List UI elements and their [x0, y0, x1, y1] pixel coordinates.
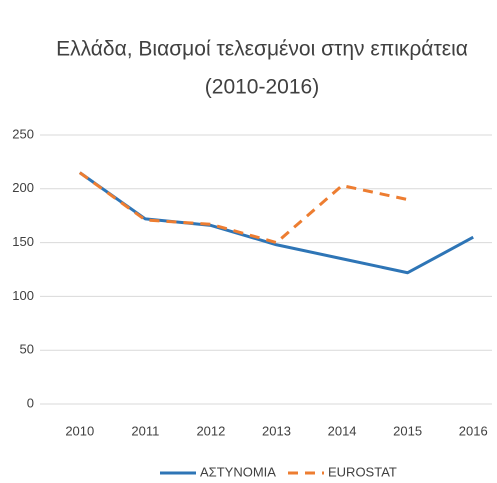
y-tick-label: 0: [27, 395, 34, 410]
line-series: [78, 171, 408, 245]
x-tick-label: 2010: [65, 423, 94, 438]
x-tick-label: 2013: [262, 423, 291, 438]
y-tick-label: 250: [12, 126, 34, 141]
y-tick-label: 150: [12, 234, 34, 249]
y-tick-label: 100: [12, 288, 34, 303]
chart-title: Ελλάδα, Βιασμοί τελεσμένοι στην επικράτε…: [56, 38, 468, 61]
y-tick-label: 50: [20, 342, 34, 357]
x-tick-label: 2012: [196, 423, 225, 438]
line-series: [78, 171, 474, 275]
y-tick-label: 200: [12, 180, 34, 195]
x-tick-label: 2015: [393, 423, 422, 438]
x-tick-label: 2014: [328, 423, 357, 438]
legend-label: EUROSTAT: [328, 464, 397, 479]
chart-subtitle: (2010-2016): [205, 76, 319, 99]
x-tick-label: 2011: [131, 423, 159, 438]
x-tick-label: 2016: [459, 423, 488, 438]
legend-label: ΑΣΤΥΝΟΜΙΑ: [200, 464, 276, 479]
